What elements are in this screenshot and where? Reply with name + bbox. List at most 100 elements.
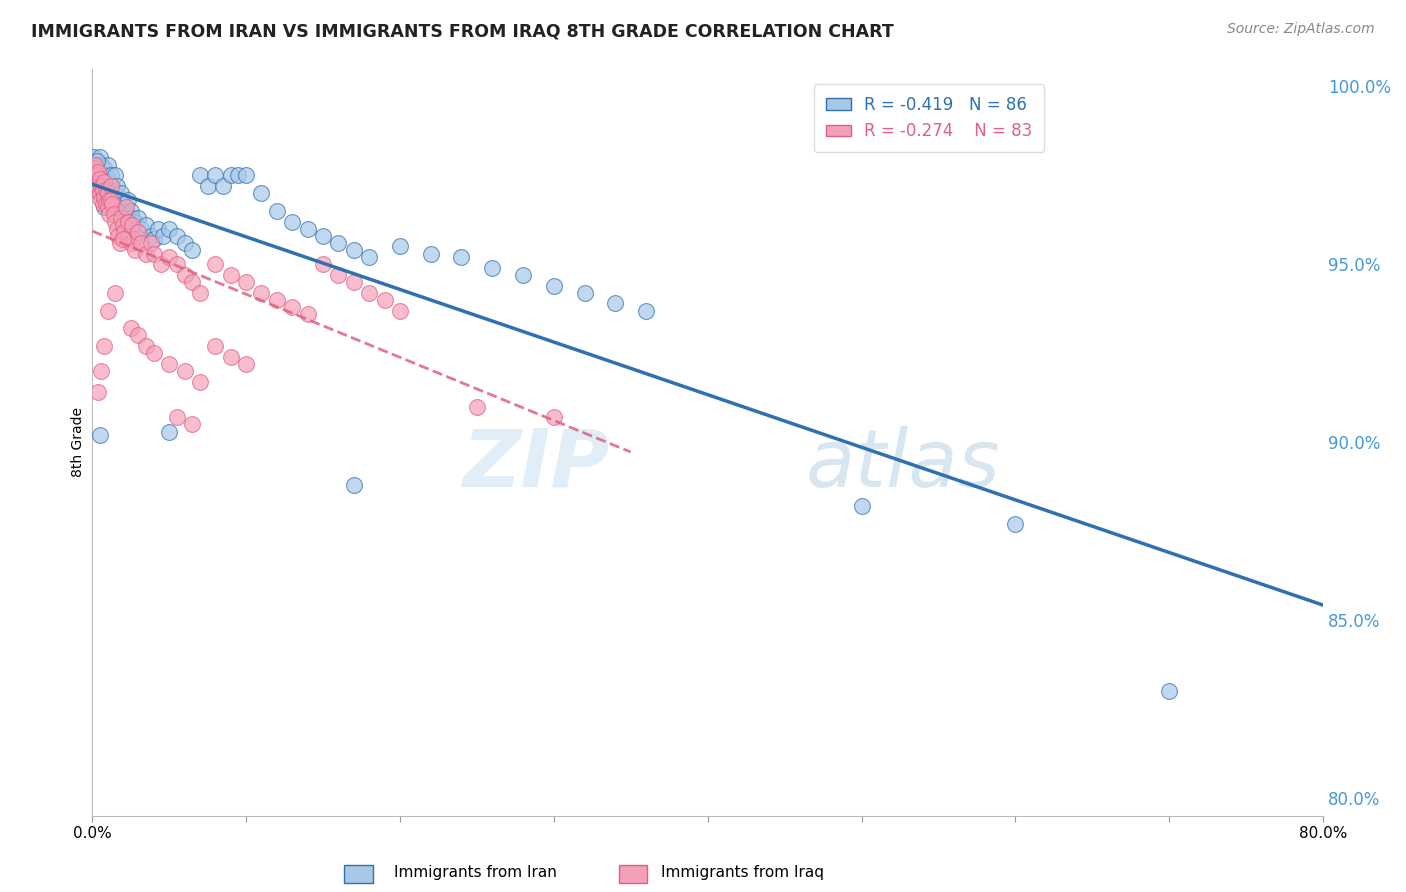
Point (312, 257, 335, 271)
Y-axis label: 8th Grade: 8th Grade (72, 408, 86, 477)
Point (118, 211, 141, 225)
Text: atlas: atlas (806, 425, 1001, 504)
Point (1004, 517, 1026, 532)
Point (131, 221, 153, 235)
Point (219, 350, 242, 364)
Point (135, 339, 157, 353)
Point (465, 400, 488, 414)
Point (100, 193, 122, 207)
Point (373, 293, 395, 307)
Point (87, 178, 110, 193)
Point (343, 275, 366, 289)
Point (181, 243, 204, 257)
Point (359, 250, 381, 264)
Point (104, 169, 127, 183)
Point (166, 257, 188, 271)
Point (204, 257, 226, 271)
Point (90, 172, 112, 186)
Legend: R = -0.419   N = 86, R = -0.274    N = 83: R = -0.419 N = 86, R = -0.274 N = 83 (814, 85, 1045, 152)
Point (481, 260, 503, 275)
Point (111, 196, 134, 211)
Point (105, 221, 128, 235)
Point (142, 232, 165, 246)
Point (101, 178, 124, 193)
Point (98, 207, 121, 221)
Point (94, 196, 117, 211)
Point (124, 214, 146, 228)
Point (235, 357, 257, 371)
Point (86, 169, 108, 183)
Point (297, 221, 319, 235)
Point (98, 189, 121, 203)
Point (115, 200, 138, 214)
Point (100, 186, 122, 200)
Point (87, 172, 110, 186)
Point (139, 228, 162, 243)
Point (343, 478, 366, 492)
Point (114, 203, 136, 218)
Point (110, 186, 132, 200)
Point (281, 300, 304, 314)
Point (93, 161, 115, 176)
Point (266, 203, 288, 218)
Point (93, 339, 115, 353)
Point (127, 225, 149, 239)
Point (97, 193, 120, 207)
Point (388, 239, 411, 253)
Text: Source: ZipAtlas.com: Source: ZipAtlas.com (1227, 22, 1375, 37)
Point (1159, 684, 1181, 698)
Point (543, 278, 565, 293)
Point (97, 158, 120, 172)
Point (157, 425, 180, 439)
Point (122, 218, 145, 232)
Point (84, 172, 107, 186)
Point (101, 196, 124, 211)
Point (250, 186, 273, 200)
Point (83, 151, 105, 165)
Point (117, 214, 139, 228)
Point (204, 339, 226, 353)
Point (127, 211, 149, 225)
Point (605, 296, 627, 310)
Point (152, 228, 174, 243)
Point (89, 165, 111, 179)
Point (122, 232, 145, 246)
Point (114, 225, 136, 239)
Point (98, 193, 121, 207)
Point (359, 285, 381, 300)
Point (157, 250, 180, 264)
Point (89, 186, 111, 200)
Point (97, 303, 120, 318)
Point (90, 178, 112, 193)
Point (118, 228, 141, 243)
Point (120, 235, 142, 250)
Point (219, 169, 242, 183)
Point (188, 285, 211, 300)
Point (100, 169, 122, 183)
Point (235, 169, 257, 183)
Point (173, 364, 195, 378)
Point (89, 172, 111, 186)
Point (86, 169, 108, 183)
Point (131, 235, 153, 250)
Point (450, 250, 472, 264)
Point (94, 182, 117, 196)
Point (212, 178, 235, 193)
Point (91, 182, 114, 196)
Point (266, 293, 288, 307)
Point (97, 172, 120, 186)
Point (108, 203, 131, 218)
Point (135, 218, 157, 232)
Point (297, 307, 319, 321)
Point (204, 169, 226, 183)
Point (388, 303, 411, 318)
Point (107, 193, 129, 207)
Point (87, 385, 110, 400)
Point (120, 321, 142, 335)
Point (107, 228, 129, 243)
Point (166, 228, 188, 243)
Point (97, 200, 120, 214)
Point (157, 221, 180, 235)
Point (87, 158, 110, 172)
Point (228, 169, 250, 183)
